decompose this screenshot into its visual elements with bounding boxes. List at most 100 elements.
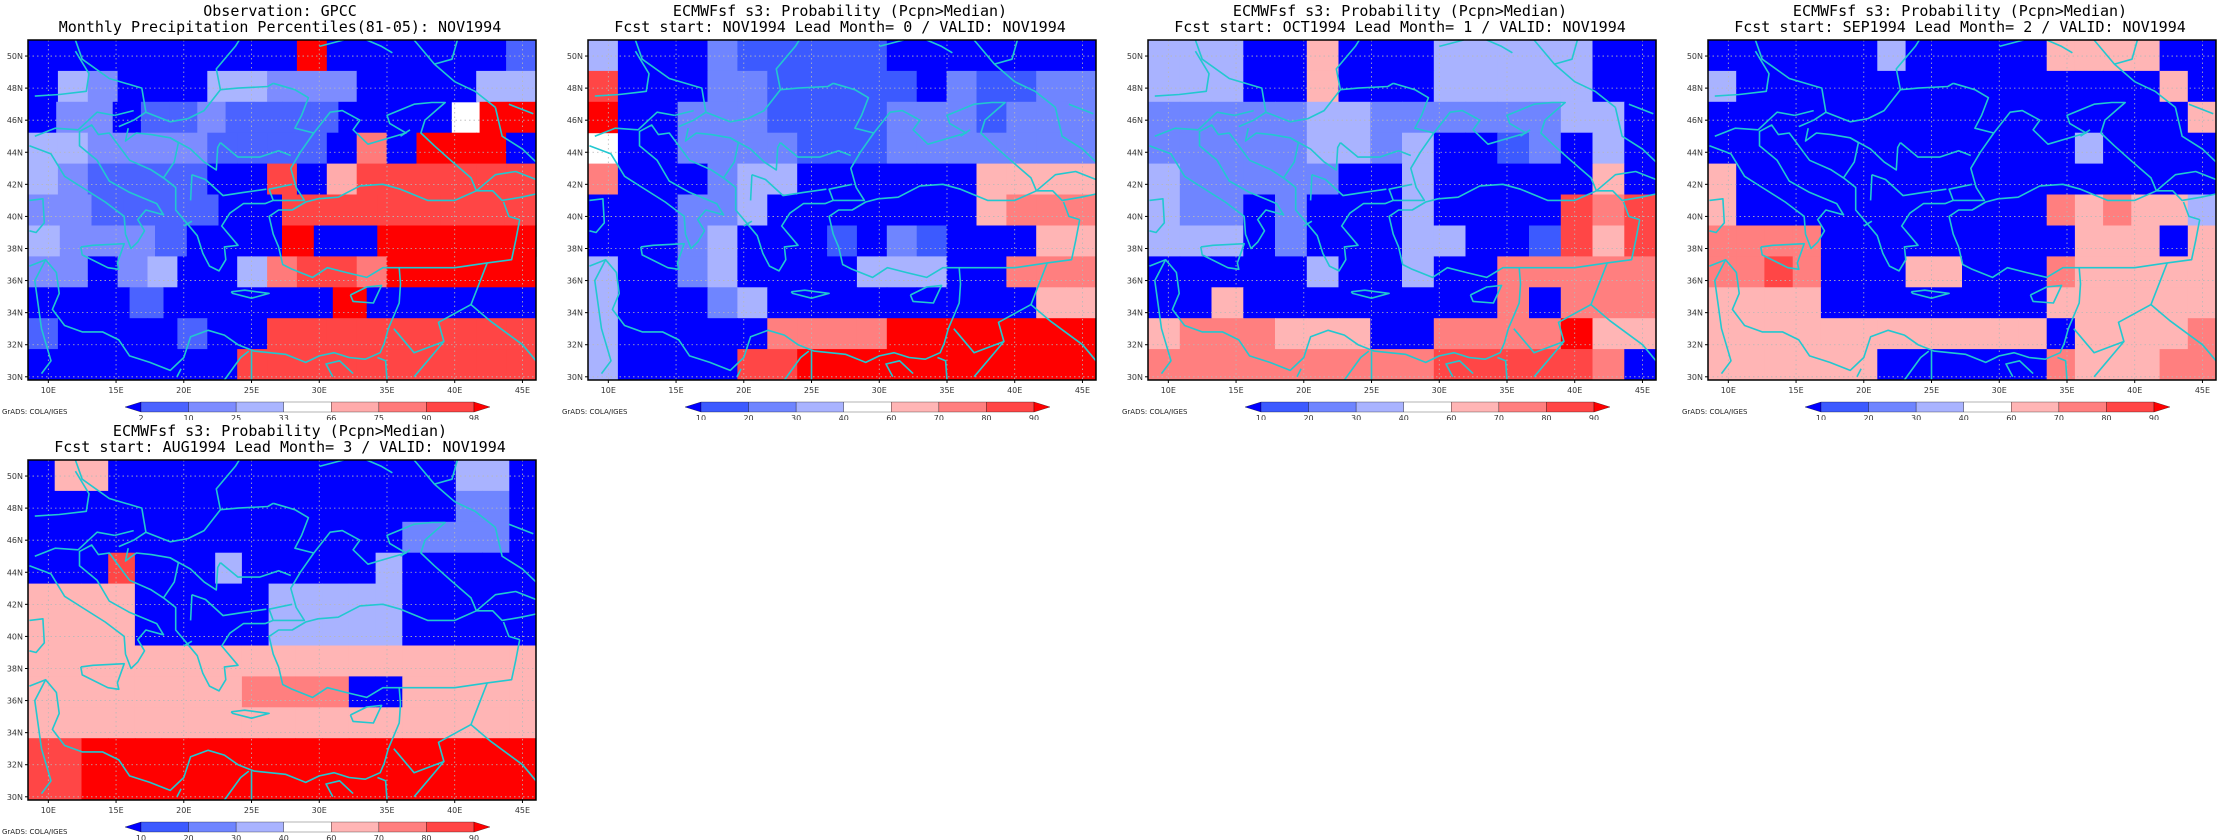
colorbar-swatch [283,821,332,833]
shaded-cell [767,225,798,257]
colorbar-label: 60 [326,834,336,840]
shaded-cell [1006,101,1037,134]
coastline-path [2029,284,2063,304]
shaded-cell [455,552,483,585]
shaded-cell [588,225,619,257]
shaded-cell [241,769,270,801]
shaded-cell [647,132,679,165]
shaded-cell [455,614,483,646]
shaded-cell [2046,349,2076,381]
shaded-cell [1792,225,1822,257]
shaded-cell [1962,40,1991,72]
shaded-cell [296,132,328,165]
shaded-cell [402,521,430,554]
shaded-cell [84,101,114,134]
shaded-cell [767,101,798,134]
coastline-path [114,529,134,537]
lat-tick-label: 32N [1687,341,1703,350]
coastline-path [1497,356,1508,381]
shaded-cell [1275,349,1308,381]
lat-tick-label: 38N [1687,244,1703,253]
shaded-cell [1624,40,1657,72]
colorbar-swatch [748,401,797,413]
shaded-cell [1933,256,1963,288]
shaded-cell [313,225,347,257]
shaded-cell [296,349,328,381]
panel-subtitle: Fcst start: NOV1994 Lead Month= 0 / VALI… [614,18,1066,36]
shaded-cell [916,101,948,134]
coastline-path [1062,201,1080,221]
shaded-cell [268,738,296,770]
shaded-cell [326,132,358,165]
shaded-cell [197,101,226,134]
credit-text: GrADS: COLA/IGES [1682,408,1748,416]
shaded-cell [886,70,918,103]
colorbar-swatch [1546,401,1595,413]
coastline-path [1054,107,1097,163]
coastline-path [74,39,147,128]
coastline-path [2155,170,2217,192]
coastline-path [124,548,180,599]
shaded-cell [207,256,238,288]
shaded-cell [482,645,510,677]
shaded-cell [356,256,388,288]
coastline-path [1999,39,2024,48]
shaded-cell [1497,287,1530,319]
shaded-cell [155,225,188,257]
shaded-cell [429,614,457,646]
coastline-path [219,561,292,578]
shaded-cell [188,614,216,646]
shaded-cell [348,521,376,554]
colorbar-label: 20 [1303,414,1313,420]
shaded-cell [1933,101,1963,134]
shaded-cell [1338,101,1371,134]
shaded-cell [161,490,189,523]
shaded-cell [338,101,368,134]
coastline-path [1804,128,1860,179]
colorbar-swatch [1820,401,1869,413]
coastline-path [413,39,496,109]
shaded-cell [1792,194,1822,226]
shaded-cell [1066,194,1097,226]
shaded-cell [1820,70,1850,103]
shaded-cell [1497,256,1530,288]
shaded-cell [737,101,768,134]
shaded-cell [482,769,510,801]
coastline-path [215,39,240,90]
shaded-cell [295,769,323,801]
colorbar-label: 33 [279,414,289,420]
shaded-cell [737,349,768,381]
coastline-path [189,174,193,201]
colorbar-swatch [140,401,189,413]
shaded-cell [886,194,918,226]
colorbar-label: 40 [1399,414,1409,420]
colorbar-swatch [2153,401,2171,413]
shaded-cell [1306,40,1340,72]
shaded-cell [1736,132,1765,165]
shaded-cell [1529,70,1562,103]
shaded-cell [1275,70,1308,103]
shaded-cell [409,225,442,257]
shaded-cell [1877,163,1906,195]
coastline-path [377,356,388,381]
shaded-cell [1905,132,1935,165]
shaded-cell [2103,225,2132,257]
shaded-cell [1820,256,1850,288]
shaded-cell [916,194,948,226]
panel-title: Observation: GPCC [203,2,357,20]
coastline-path [2093,39,2176,109]
shaded-cell [1962,163,1991,195]
shaded-cell [767,163,798,195]
shaded-cell [737,256,768,288]
credit-text: GrADS: COLA/IGES [2,828,68,836]
coastline-path [223,350,250,381]
shaded-cell [57,163,89,195]
panel-forecast-lead-3: ECMWFsf s3: Probability (Pcpn>Median) Fc… [0,420,560,840]
shaded-cell [2074,225,2104,257]
shaded-cell [377,225,410,257]
shaded-cell [1990,70,2019,103]
shaded-cell [134,460,163,492]
shaded-cell [295,521,323,554]
map-frame [587,39,1097,381]
coastline-path [2079,219,2201,269]
